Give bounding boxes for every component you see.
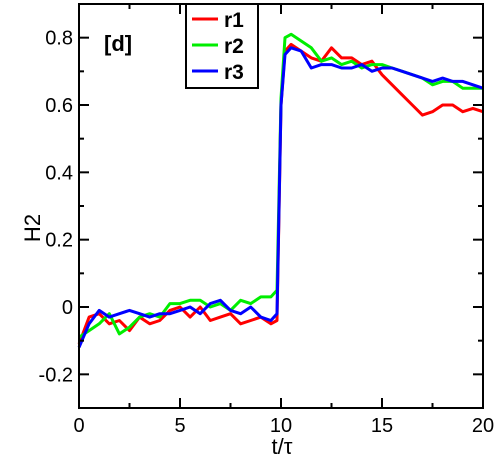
legend-label-r2: r2: [224, 35, 244, 58]
x-tick-label: 0: [73, 415, 84, 437]
ticks-layer: [78, 3, 484, 409]
series-line-r3: [77, 46, 484, 348]
legend: r1 r2 r3: [185, 3, 259, 89]
plot-frame: [78, 3, 484, 409]
x-tick-label: 15: [371, 415, 393, 437]
x-tick-label: 10: [270, 415, 292, 437]
legend-label-r3: r3: [224, 61, 244, 84]
tick-labels-layer: 0 5 10 15 20 -0.2 0 0.2 0.4 0.6 0.8: [39, 28, 495, 437]
legend-label-r1: r1: [224, 9, 244, 32]
y-tick-label: 0.6: [45, 95, 73, 117]
panel-label: [d]: [104, 31, 132, 56]
y-tick-label: 0.8: [45, 28, 73, 50]
x-tick-label: 20: [472, 415, 494, 437]
y-tick-label: 0: [62, 297, 73, 319]
y-tick-label: 0.4: [45, 162, 73, 184]
x-axis-title: t/τ: [272, 434, 293, 459]
y-tick-label: 0.2: [45, 230, 73, 252]
y-axis-title: H2: [20, 214, 45, 242]
y-tick-label: -0.2: [39, 364, 73, 386]
x-tick-label: 5: [174, 415, 185, 437]
series-layer: [77, 32, 484, 348]
